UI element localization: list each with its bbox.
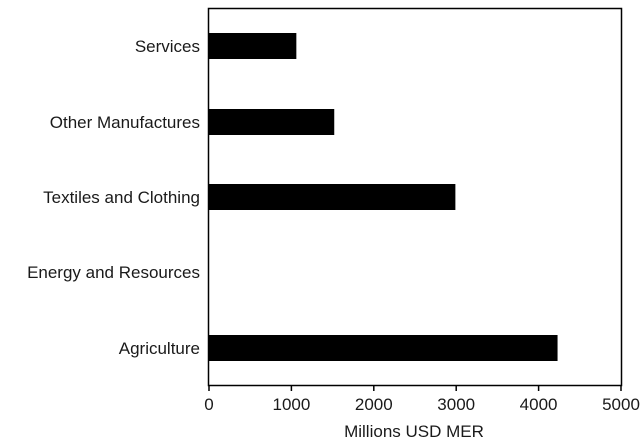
- x-tick-label-0: 0: [204, 395, 213, 414]
- bar-agriculture: [209, 335, 558, 361]
- x-tick-label-5000: 5000: [602, 395, 640, 414]
- x-axis-ticks: [208, 385, 622, 391]
- bar-services: [209, 33, 297, 59]
- bars-group: [209, 33, 558, 361]
- x-tick-label-2000: 2000: [355, 395, 393, 414]
- category-label-other-manufactures: Other Manufactures: [50, 113, 200, 132]
- x-tick-label-4000: 4000: [520, 395, 558, 414]
- x-tick-label-3000: 3000: [437, 395, 475, 414]
- category-label-textiles-and-clothing: Textiles and Clothing: [43, 188, 200, 207]
- plot-area-frame: [207, 7, 623, 387]
- category-label-energy-and-resources: Energy and Resources: [27, 263, 200, 282]
- bar-textiles-and-clothing: [209, 184, 456, 210]
- x-tick-label-1000: 1000: [272, 395, 310, 414]
- x-axis-tick-labels: 0 1000 2000 3000 4000 5000: [204, 395, 640, 414]
- category-labels: Services Other Manufactures Textiles and C…: [27, 37, 200, 358]
- x-axis-label: Millions USD MER: [344, 422, 484, 441]
- category-label-services: Services: [135, 37, 200, 56]
- bar-other-manufactures: [209, 109, 335, 135]
- category-label-agriculture: Agriculture: [119, 339, 200, 358]
